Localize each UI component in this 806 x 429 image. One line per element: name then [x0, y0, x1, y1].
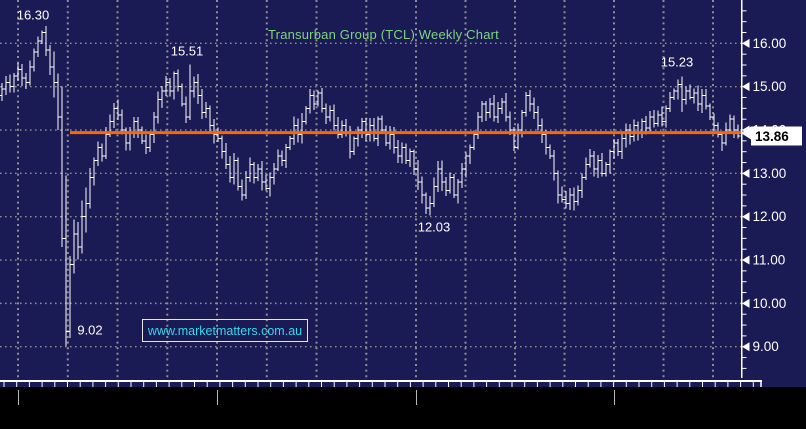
price-axis-tick-label: 10.00 [753, 296, 787, 311]
price-annotation: 12.03 [417, 219, 451, 235]
price-annotation: 9.02 [77, 322, 103, 338]
year-separator [416, 390, 417, 405]
ohlc-bars [0, 26, 741, 346]
price-axis-major-tick-arrow [742, 298, 750, 308]
chart-plot-area[interactable]: Transurban Group (TCL) Weekly Chart 16.3… [0, 0, 741, 378]
price-axis-tick-label: 11.00 [753, 253, 786, 268]
price-axis-major-tick-arrow [742, 212, 750, 222]
price-axis-canvas: 16.0015.0014.0013.0012.0011.0010.009.001… [741, 0, 802, 378]
price-axis-major-tick-arrow [742, 38, 750, 48]
bottom-bar: TCL AU Equity (Transurban Group) Graph 2… [0, 387, 806, 429]
price-axis-major-tick-arrow [742, 255, 750, 265]
price-annotation: 15.23 [660, 54, 694, 70]
last-price-label: 13.86 [755, 129, 789, 144]
last-price-marker: 13.86 [741, 126, 802, 146]
year-separator [614, 390, 615, 405]
chart-title: Transurban Group (TCL) Weekly Chart [268, 27, 499, 42]
price-axis-major-tick-arrow [742, 82, 750, 92]
price-axis-tick-label: 13.00 [753, 166, 787, 181]
year-separator [18, 390, 19, 405]
price-axis-tick-label: 15.00 [753, 79, 787, 94]
price-axis-tick-label: 12.00 [753, 209, 787, 224]
price-axis-major-tick-arrow [742, 342, 750, 352]
price-axis-major-tick-arrow [742, 168, 750, 178]
price-axis-tick-label: 16.00 [753, 36, 787, 51]
year-separator [217, 390, 218, 405]
price-axis[interactable]: 16.0015.0014.0013.0012.0011.0010.009.001… [741, 0, 806, 378]
watermark-box[interactable]: www.marketmatters.com.au [142, 319, 308, 342]
ohlc-chart-canvas[interactable] [0, 0, 741, 378]
watermark-link[interactable]: www.marketmatters.com.au [147, 323, 303, 338]
price-annotation: 15.51 [170, 43, 204, 59]
time-axis[interactable] [0, 377, 806, 390]
price-axis-tick-label: 9.00 [753, 339, 779, 354]
price-annotation: 16.30 [16, 7, 50, 23]
